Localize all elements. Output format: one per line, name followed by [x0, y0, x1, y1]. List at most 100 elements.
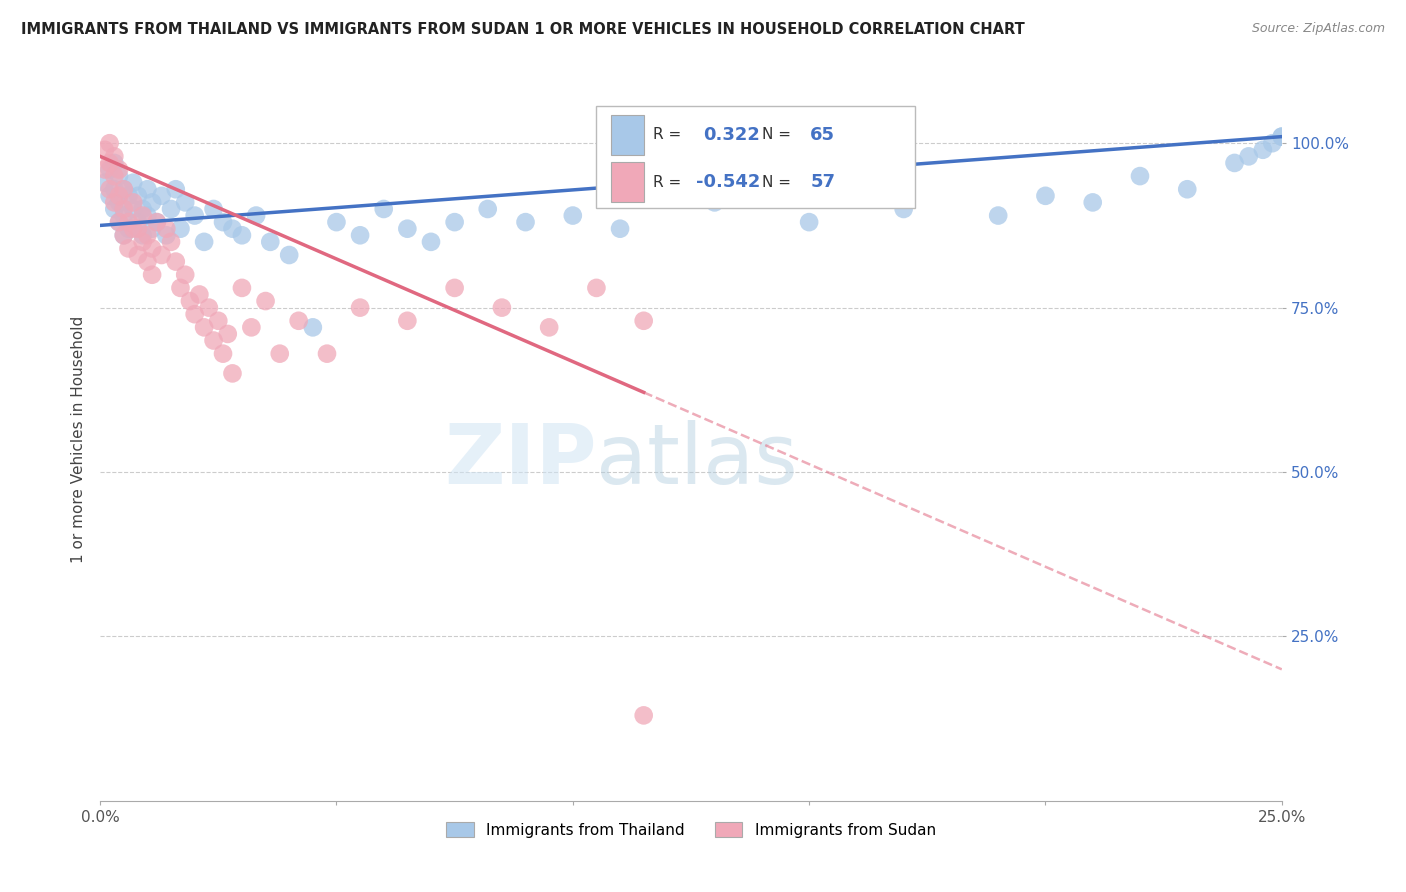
Point [231, 228, 253, 243]
Point [373, 202, 395, 216]
Point [349, 228, 371, 243]
Text: 57: 57 [810, 173, 835, 192]
Point [160, 235, 183, 249]
Point [316, 346, 339, 360]
Point [245, 209, 267, 223]
Bar [610, 115, 644, 154]
Point [443, 281, 465, 295]
Point [108, 215, 131, 229]
Point [150, 189, 173, 203]
Text: 0.322: 0.322 [703, 126, 759, 144]
Legend: Immigrants from Thailand, Immigrants from Sudan: Immigrants from Thailand, Immigrants fro… [440, 815, 942, 844]
Point [94, 176, 117, 190]
Point [103, 149, 125, 163]
Point [259, 235, 281, 249]
Point [221, 221, 243, 235]
Point [1261, 136, 1284, 151]
Point [131, 228, 153, 243]
Point [349, 301, 371, 315]
Point [183, 209, 205, 223]
Point [136, 254, 159, 268]
Point [127, 215, 149, 229]
Point [198, 301, 221, 315]
Point [797, 215, 820, 229]
Point [150, 248, 173, 262]
Text: N =: N = [762, 128, 796, 142]
Point [98, 156, 121, 170]
Point [122, 202, 145, 216]
Point [221, 367, 243, 381]
Point [169, 281, 191, 295]
Point [103, 156, 125, 170]
Point [269, 346, 291, 360]
Point [1129, 169, 1152, 183]
Text: Source: ZipAtlas.com: Source: ZipAtlas.com [1251, 22, 1385, 36]
Point [127, 221, 149, 235]
Point [155, 228, 177, 243]
Point [112, 228, 135, 243]
Point [174, 195, 197, 210]
Point [131, 235, 153, 249]
Point [112, 209, 135, 223]
Point [987, 209, 1010, 223]
Point [131, 202, 153, 216]
Point [108, 195, 131, 210]
Point [193, 235, 215, 249]
Point [193, 320, 215, 334]
Point [254, 293, 277, 308]
Point [174, 268, 197, 282]
Point [212, 346, 235, 360]
Text: 65: 65 [810, 126, 835, 144]
Point [131, 209, 153, 223]
Point [141, 242, 163, 256]
Point [212, 215, 235, 229]
Point [98, 162, 121, 177]
Point [703, 195, 725, 210]
Point [103, 202, 125, 216]
Text: R =: R = [654, 128, 686, 142]
Point [396, 314, 419, 328]
Point [117, 215, 139, 229]
Point [165, 254, 187, 268]
Point [585, 281, 607, 295]
Point [1271, 129, 1294, 144]
Text: -0.542: -0.542 [696, 173, 761, 192]
Point [98, 182, 121, 196]
Point [1175, 182, 1198, 196]
Point [127, 248, 149, 262]
Point [160, 202, 183, 216]
Point [136, 228, 159, 243]
Point [202, 202, 225, 216]
Point [117, 221, 139, 235]
Point [112, 182, 135, 196]
Point [278, 248, 301, 262]
Point [240, 320, 263, 334]
Point [217, 326, 239, 341]
Point [112, 228, 135, 243]
Point [108, 169, 131, 183]
Point [515, 215, 537, 229]
Point [1271, 129, 1294, 144]
Point [287, 314, 309, 328]
Point [141, 268, 163, 282]
Point [122, 221, 145, 235]
Point [202, 334, 225, 348]
Point [146, 215, 169, 229]
Point [396, 221, 419, 235]
Point [117, 242, 139, 256]
Point [108, 189, 131, 203]
Point [477, 202, 499, 216]
Point [122, 195, 145, 210]
Point [108, 215, 131, 229]
Point [141, 221, 163, 235]
Point [98, 189, 121, 203]
Point [103, 169, 125, 183]
Point [420, 235, 443, 249]
Point [136, 182, 159, 196]
Point [893, 202, 915, 216]
Text: ZIP: ZIP [444, 420, 596, 501]
Point [112, 182, 135, 196]
Point [1035, 189, 1057, 203]
Point [609, 221, 631, 235]
Point [136, 209, 159, 223]
